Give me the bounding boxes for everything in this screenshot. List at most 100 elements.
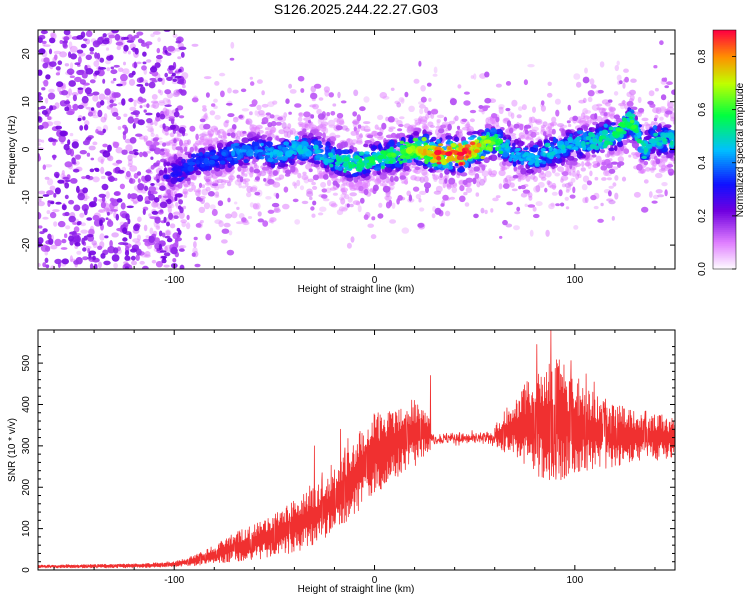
spectrogram-cell <box>38 116 42 121</box>
spectrogram-cell <box>399 175 407 180</box>
spectrogram-cell <box>551 128 556 135</box>
spectrogram-cell <box>377 131 383 136</box>
spectrogram-cell <box>152 101 160 109</box>
spectrogram-cell <box>504 142 509 149</box>
colorbar-segment <box>713 117 736 121</box>
spectrogram-cell <box>540 176 547 181</box>
spectrogram-cell <box>82 256 89 261</box>
spectrogram-cell <box>442 194 449 201</box>
spectrogram-cell <box>598 135 603 143</box>
spectrogram-cell <box>604 137 611 141</box>
spectrogram-cell <box>112 141 119 148</box>
spectrogram-cell <box>449 98 457 106</box>
spectrogram-cells <box>38 30 675 269</box>
spectrogram-cell <box>191 184 197 191</box>
spectrogram-cell <box>124 250 130 257</box>
spectrogram-cell <box>254 191 261 196</box>
spectrogram-cell <box>247 216 253 219</box>
spectrogram-cell <box>82 247 87 252</box>
spectrogram-cell <box>260 142 264 147</box>
spectrogram-cell <box>73 168 80 173</box>
spectrogram-cell <box>436 118 442 124</box>
colorbar-segment <box>713 233 736 236</box>
spectrogram-cell <box>367 156 376 161</box>
spectrogram-cell <box>371 145 378 150</box>
spectrogram-cell <box>629 116 633 120</box>
spectrogram-cell <box>240 168 245 174</box>
spectrogram-cell <box>266 136 273 141</box>
spectrogram-cell <box>321 188 328 193</box>
spectrogram-cell <box>404 178 409 185</box>
spectrogram-cell <box>283 112 288 118</box>
colorbar-segment <box>713 65 736 69</box>
spectrogram-cell <box>85 106 92 110</box>
spectrogram-cell <box>64 161 73 168</box>
spectrogram-cell <box>55 66 61 71</box>
spectrogram-cell <box>147 127 154 132</box>
spectrogram-cell <box>269 151 274 159</box>
spectrogram-cell <box>61 170 65 176</box>
spectrogram-cell <box>157 194 162 199</box>
spectrogram-cell <box>46 190 54 196</box>
spectrogram-cell <box>641 156 647 159</box>
colorbar-segment <box>713 197 736 200</box>
spectrogram-cell <box>252 141 260 147</box>
spectrogram-cell <box>366 181 371 187</box>
spectrogram-cell <box>445 141 450 145</box>
spectrogram-cell <box>129 106 137 112</box>
spectrogram-cell <box>181 158 186 164</box>
spectrogram-cell <box>130 36 136 42</box>
spectrogram-cell <box>229 57 235 61</box>
spectrogram-cell <box>406 143 410 147</box>
spectrogram-cell <box>352 200 361 206</box>
spectrogram-cell <box>139 86 146 94</box>
spectrogram-cell <box>655 158 661 165</box>
spectrogram-cell <box>164 104 172 107</box>
spectrogram-cell <box>475 192 480 197</box>
spectrogram-cell <box>391 202 396 209</box>
spectrogram-cell <box>455 130 460 136</box>
spectrogram-cell <box>48 48 53 55</box>
spectrogram-cell <box>67 139 71 146</box>
spectrogram-cell <box>473 213 479 219</box>
spectrogram-cell <box>116 198 123 203</box>
colorbar-segment <box>713 55 736 59</box>
spectrogram-cell <box>418 104 426 109</box>
spectrogram-cell <box>327 119 336 127</box>
spectrogram-cell <box>195 223 202 228</box>
spectrogram-cell <box>312 200 317 206</box>
spectrogram-cell <box>389 175 394 183</box>
spectrogram-cell <box>648 191 653 198</box>
spectrogram-cell <box>443 116 448 122</box>
spectrogram-cell <box>169 124 176 130</box>
spectrogram-cell <box>430 109 439 115</box>
spectrogram-cell <box>174 196 178 202</box>
spectrogram-y-tick-label: 0 <box>21 146 32 152</box>
spectrogram-cell <box>332 103 337 107</box>
snr-frame <box>37 329 676 571</box>
spectrogram-cell <box>113 92 121 98</box>
colorbar-segment <box>713 157 736 161</box>
spectrogram-cell <box>217 129 221 136</box>
spectrogram-cell <box>267 122 273 128</box>
spectrogram-cell <box>40 105 46 110</box>
spectrogram-cell <box>99 233 105 241</box>
spectrogram-cell <box>651 200 658 204</box>
spectrogram-cell <box>181 176 185 180</box>
spectrogram-cell <box>102 78 106 84</box>
spectrogram-cell <box>174 70 180 74</box>
spectrogram-cell <box>546 133 552 138</box>
spectrogram-cell <box>236 154 242 161</box>
spectrogram-cell <box>253 153 257 158</box>
spectrogram-cell <box>118 67 124 73</box>
spectrogram-cell <box>404 91 409 98</box>
spectrogram-cell <box>277 145 282 150</box>
spectrogram-cell <box>127 50 131 55</box>
colorbar-tick-label: 0.0 <box>697 262 708 276</box>
spectrogram-cell <box>585 161 590 167</box>
spectrogram-cell <box>44 257 49 263</box>
spectrogram-cell <box>172 33 178 38</box>
spectrogram-cell <box>69 132 74 137</box>
spectrogram-cell <box>527 161 534 166</box>
spectrogram-cell <box>102 150 111 158</box>
